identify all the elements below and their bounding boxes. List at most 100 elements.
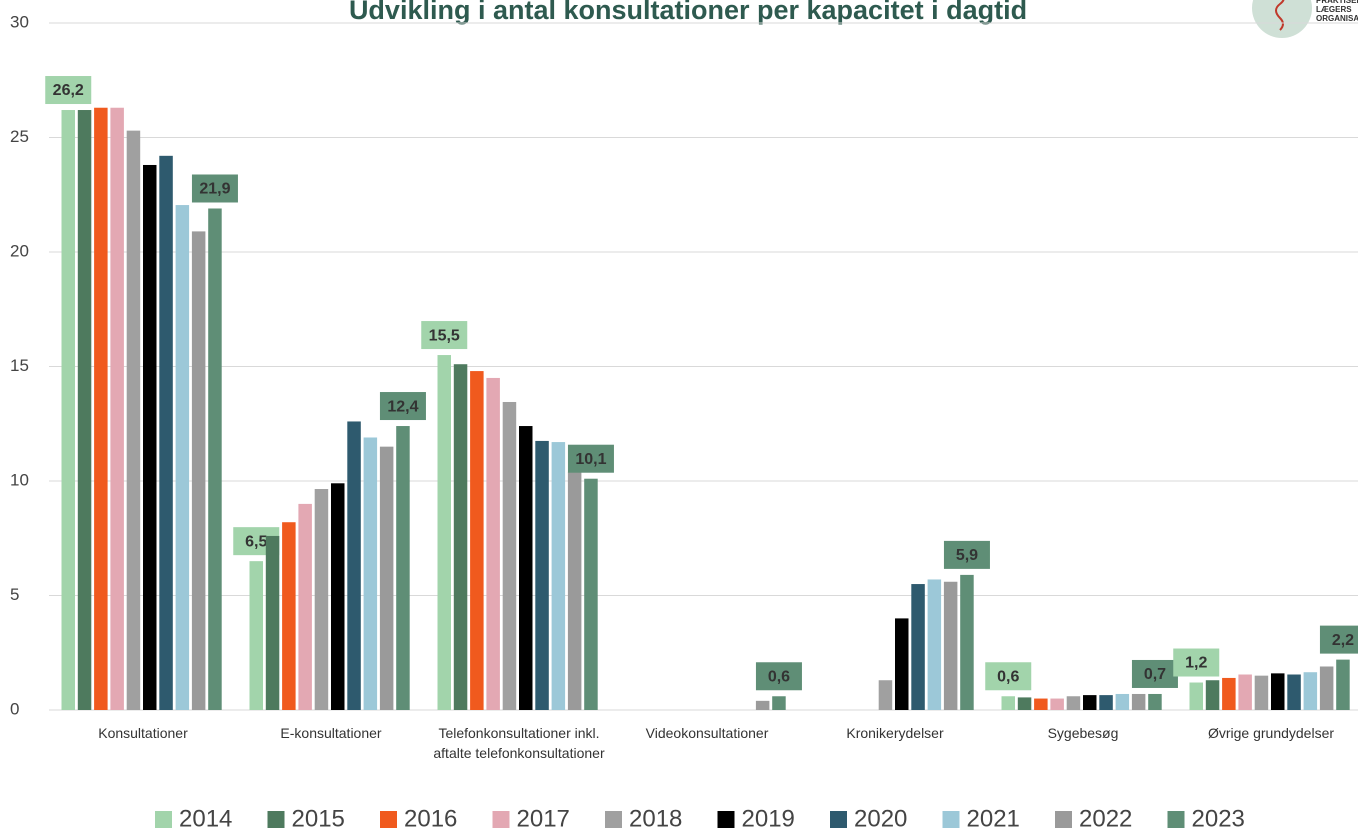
legend-swatch [1167, 811, 1185, 828]
y-tick-label: 20 [10, 241, 29, 260]
value-label: 15,5 [429, 327, 460, 344]
bar [126, 130, 141, 710]
bar [943, 581, 958, 710]
bar [143, 164, 157, 711]
bar [249, 561, 263, 710]
value-label: 0,6 [997, 668, 1019, 685]
legend-swatch [380, 811, 397, 828]
bar [927, 579, 942, 710]
bar [453, 364, 468, 710]
value-label: 26,2 [53, 82, 84, 99]
legend-label: 2022 [1079, 805, 1132, 830]
value-label-box [379, 392, 426, 421]
x-tick-label: Videokonsultationer [645, 725, 769, 741]
y-tick-label: 10 [10, 470, 29, 489]
value-label-box [755, 662, 802, 691]
value-label-box [943, 540, 990, 569]
logo-icon [1275, 0, 1285, 31]
value-label-box [191, 174, 238, 203]
legend-swatch [155, 811, 172, 828]
legend-label: 2016 [404, 805, 457, 830]
value-label-box [1131, 659, 1178, 688]
y-tick-label: 25 [10, 127, 29, 146]
bar [1189, 682, 1203, 710]
bar [94, 107, 108, 711]
value-label: 12,4 [387, 398, 418, 415]
bar [191, 231, 206, 710]
legend-swatch [267, 811, 285, 828]
value-label: 0,6 [768, 668, 790, 685]
value-label-box [985, 662, 1032, 691]
bar [1205, 680, 1220, 710]
logo-text: ORGANISATION [1316, 14, 1358, 23]
bar [208, 208, 222, 711]
bar [502, 401, 517, 710]
x-tick-label: E-konsultationer [280, 725, 382, 741]
value-label: 21,9 [199, 181, 230, 198]
x-tick-label: Sygebesøg [1047, 725, 1119, 741]
value-label: 5,9 [956, 547, 978, 564]
bar [1254, 675, 1269, 710]
bar [1066, 696, 1081, 710]
bar [1034, 698, 1048, 710]
bar [1222, 677, 1236, 710]
legend-label: 2014 [179, 805, 232, 830]
value-label: 10,1 [575, 451, 606, 468]
bar [437, 355, 451, 710]
chart-title: Udvikling i antal konsultationer per kap… [349, 0, 1027, 25]
bar [584, 478, 598, 710]
legend-label: 2021 [967, 805, 1020, 830]
bar [1001, 696, 1015, 710]
bar [298, 503, 312, 710]
value-label: 1,2 [1185, 655, 1207, 672]
bar [77, 110, 92, 710]
bar [486, 377, 500, 710]
value-label: 0,7 [1144, 666, 1166, 683]
bar [1148, 693, 1162, 710]
legend-swatch [717, 811, 735, 828]
legend-label: 2015 [292, 805, 345, 830]
y-tick-label: 0 [10, 699, 19, 718]
y-tick-label: 30 [10, 12, 29, 31]
y-tick-label: 5 [10, 585, 19, 604]
bar [755, 700, 770, 710]
bar [960, 574, 974, 710]
bar [347, 421, 361, 710]
legend-swatch [1055, 811, 1072, 828]
bar [551, 442, 566, 710]
bar [1099, 695, 1113, 710]
bar [1083, 695, 1097, 710]
bar [1287, 674, 1301, 710]
logo-text: PRAKTISERENDE [1316, 0, 1358, 5]
bar [470, 371, 484, 710]
bar [314, 489, 329, 710]
value-label-box [567, 444, 614, 473]
legend-label: 2018 [629, 805, 682, 830]
legend-label: 2020 [854, 805, 907, 830]
x-tick-label: Kronikerydelser [846, 725, 944, 741]
value-label: 2,2 [1332, 632, 1354, 649]
bar [1238, 674, 1252, 710]
bar [1050, 698, 1064, 710]
x-tick-label: Konsultationer [98, 725, 188, 741]
bar [535, 440, 549, 710]
value-label: 6,5 [245, 533, 267, 550]
bar [159, 155, 173, 710]
bar [1336, 659, 1350, 710]
bar [110, 107, 124, 711]
bar [282, 522, 296, 710]
bar [878, 680, 893, 710]
bar [265, 535, 280, 710]
bar [379, 446, 394, 710]
legend-swatch [830, 811, 847, 828]
bar [175, 205, 190, 710]
value-label-box [1319, 625, 1358, 654]
legend-swatch [605, 811, 622, 828]
bar [519, 426, 533, 710]
value-label-box [45, 76, 92, 105]
bar [61, 110, 75, 710]
bar [772, 696, 786, 710]
logo-text: LÆGERS [1316, 5, 1352, 14]
